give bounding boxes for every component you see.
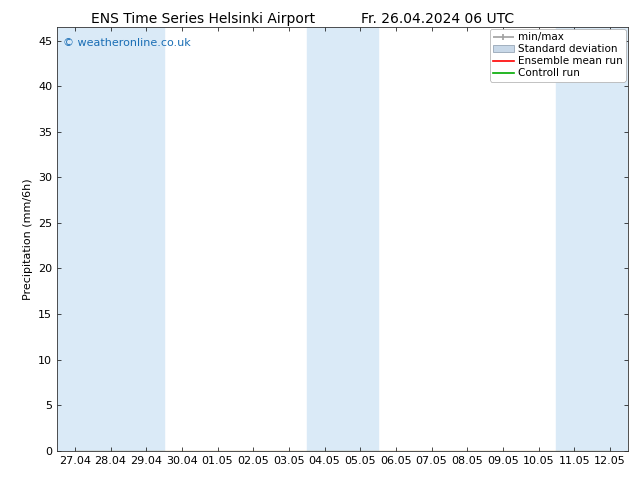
Text: Fr. 26.04.2024 06 UTC: Fr. 26.04.2024 06 UTC [361, 12, 514, 26]
Text: ENS Time Series Helsinki Airport: ENS Time Series Helsinki Airport [91, 12, 315, 26]
Bar [342, 27, 378, 451]
Text: © weatheronline.co.uk: © weatheronline.co.uk [63, 38, 190, 48]
Bar [557, 27, 592, 451]
Bar [128, 27, 164, 451]
Y-axis label: Precipitation (mm/6h): Precipitation (mm/6h) [23, 178, 32, 300]
Bar [57, 27, 93, 451]
Bar [93, 27, 128, 451]
Bar [592, 27, 628, 451]
Bar [307, 27, 342, 451]
Legend: min/max, Standard deviation, Ensemble mean run, Controll run: min/max, Standard deviation, Ensemble me… [489, 29, 626, 81]
